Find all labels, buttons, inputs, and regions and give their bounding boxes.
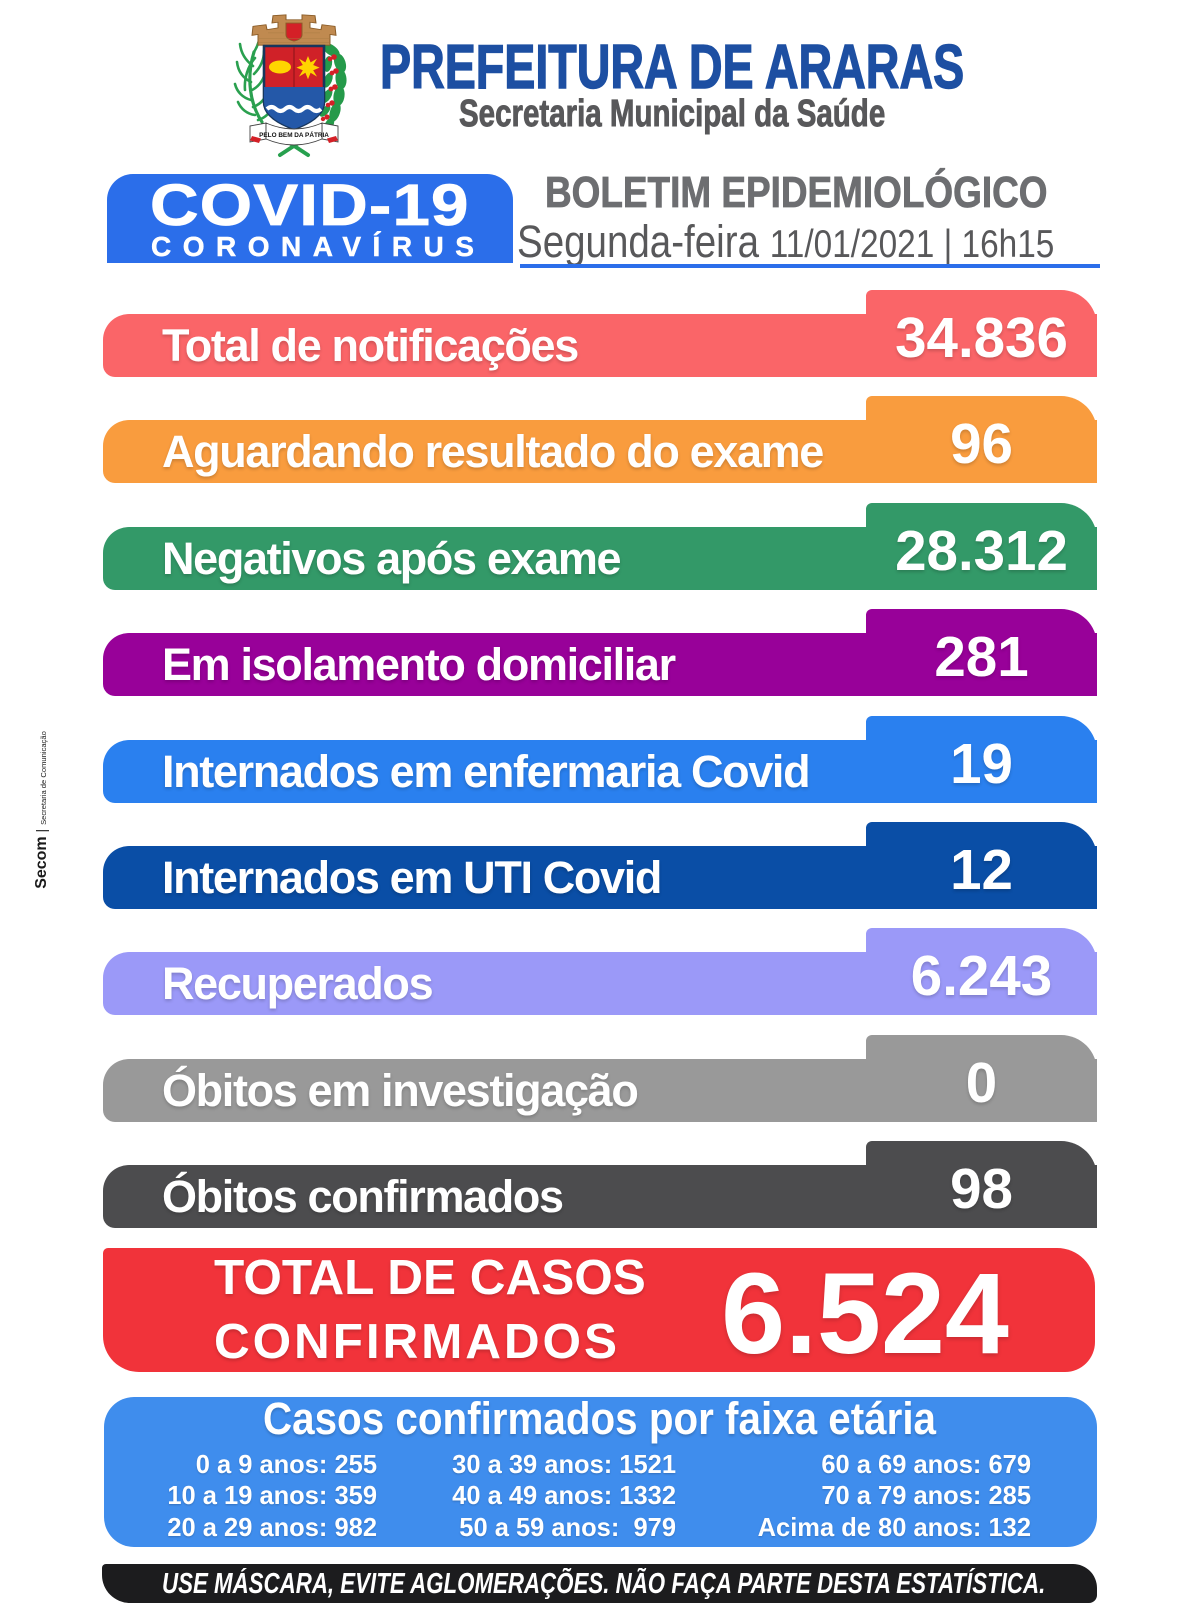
svg-text:PELO BEM DA PÁTRIA: PELO BEM DA PÁTRIA [259, 130, 329, 139]
